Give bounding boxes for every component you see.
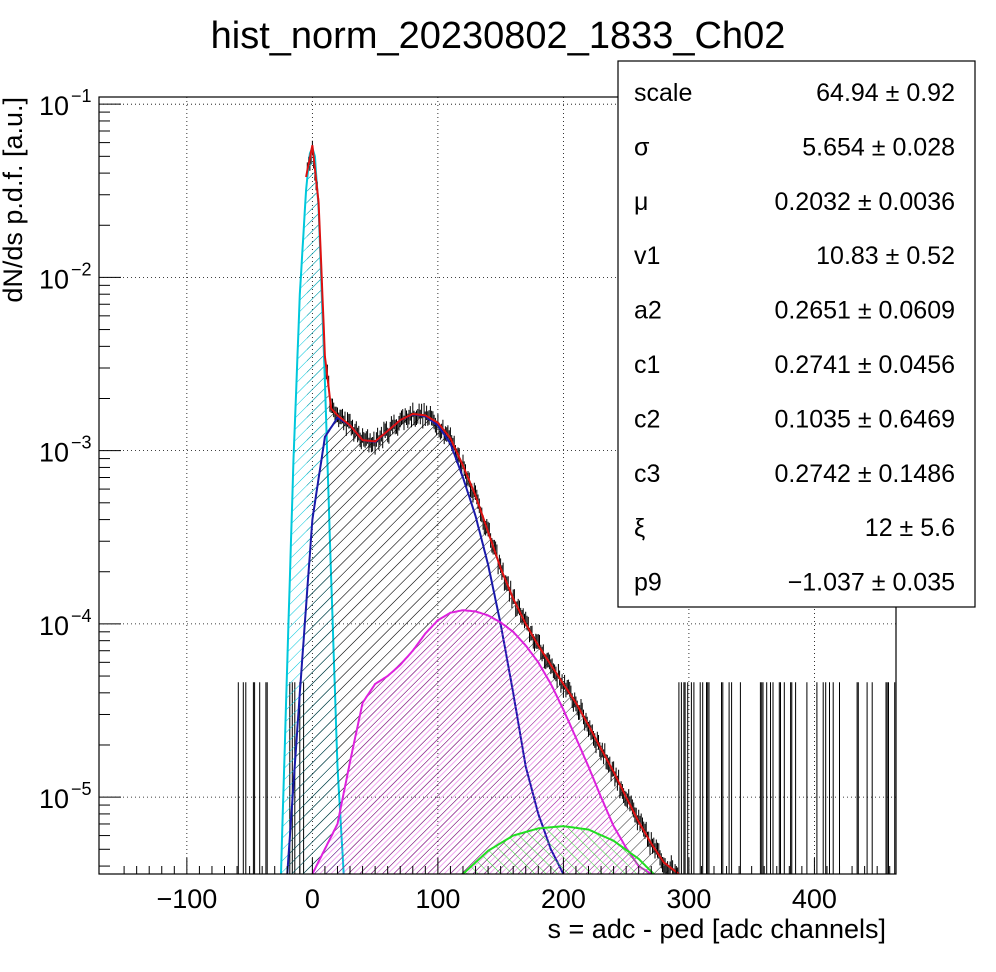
y-tick-label: 10	[39, 611, 69, 641]
y-tick-label: 10	[39, 264, 69, 294]
stat-value: 0.2741 ± 0.0456	[774, 351, 955, 379]
y-tick-exponent: −4	[71, 606, 92, 626]
stat-name: ξ	[634, 514, 645, 542]
fit-component-fill-2	[312, 610, 652, 874]
y-tick-label: 10	[39, 784, 69, 814]
stat-value: 12 ± 5.6	[865, 514, 955, 542]
stat-value: 0.1035 ± 0.6469	[774, 405, 955, 433]
stat-name: c1	[634, 351, 660, 379]
stat-name: c3	[634, 460, 660, 488]
stat-value: 0.2651 ± 0.0609	[774, 297, 955, 325]
stat-value: 0.2742 ± 0.1486	[774, 460, 955, 488]
x-axis: −100 0 100 200 300 400	[123, 858, 891, 914]
x-tick-label: 100	[415, 884, 460, 914]
y-tick-exponent: −2	[71, 259, 92, 279]
fit-component-3	[462, 825, 655, 874]
stat-name: scale	[634, 79, 692, 107]
stat-value: 10.83 ± 0.52	[816, 242, 955, 270]
chart-title: hist_norm_20230802_1833_Ch02	[211, 15, 786, 57]
stat-name: μ	[634, 188, 648, 216]
stats-box: scale 64.94 ± 0.92 σ 5.654 ± 0.028 μ 0.2032 ±…	[617, 60, 976, 608]
x-tick-label: 200	[541, 884, 586, 914]
y-axis: 10−510−410−310−210−1	[39, 86, 121, 867]
x-tick-label: 400	[792, 884, 837, 914]
y-tick-exponent: −5	[71, 779, 92, 799]
x-tick-label: −100	[156, 884, 217, 914]
stat-name: c2	[634, 405, 660, 433]
stat-name: σ	[634, 133, 650, 161]
fit-component-2	[311, 609, 652, 874]
y-tick-label: 10	[39, 91, 69, 121]
fit-component-4	[305, 144, 680, 874]
y-tick-label: 10	[39, 438, 69, 468]
stats-box-frame	[617, 60, 976, 608]
stat-value: 64.94 ± 0.92	[816, 79, 955, 107]
stat-value: 0.2032 ± 0.0036	[774, 188, 955, 216]
stat-value: 5.654 ± 0.028	[802, 133, 955, 161]
x-tick-label: 300	[666, 884, 711, 914]
y-tick-exponent: −3	[71, 433, 92, 453]
stat-value: −1.037 ± 0.035	[788, 569, 955, 597]
x-tick-label: 0	[305, 884, 320, 914]
fit-curves	[280, 144, 680, 874]
stat-name: a2	[634, 297, 662, 325]
y-axis-label: dN/ds p.d.f. [a.u.]	[0, 97, 28, 303]
x-axis-label: s = adc - ped [adc channels]	[548, 914, 886, 944]
stat-name: v1	[634, 242, 660, 270]
stat-name: p9	[634, 569, 662, 597]
y-tick-exponent: −1	[71, 86, 92, 106]
